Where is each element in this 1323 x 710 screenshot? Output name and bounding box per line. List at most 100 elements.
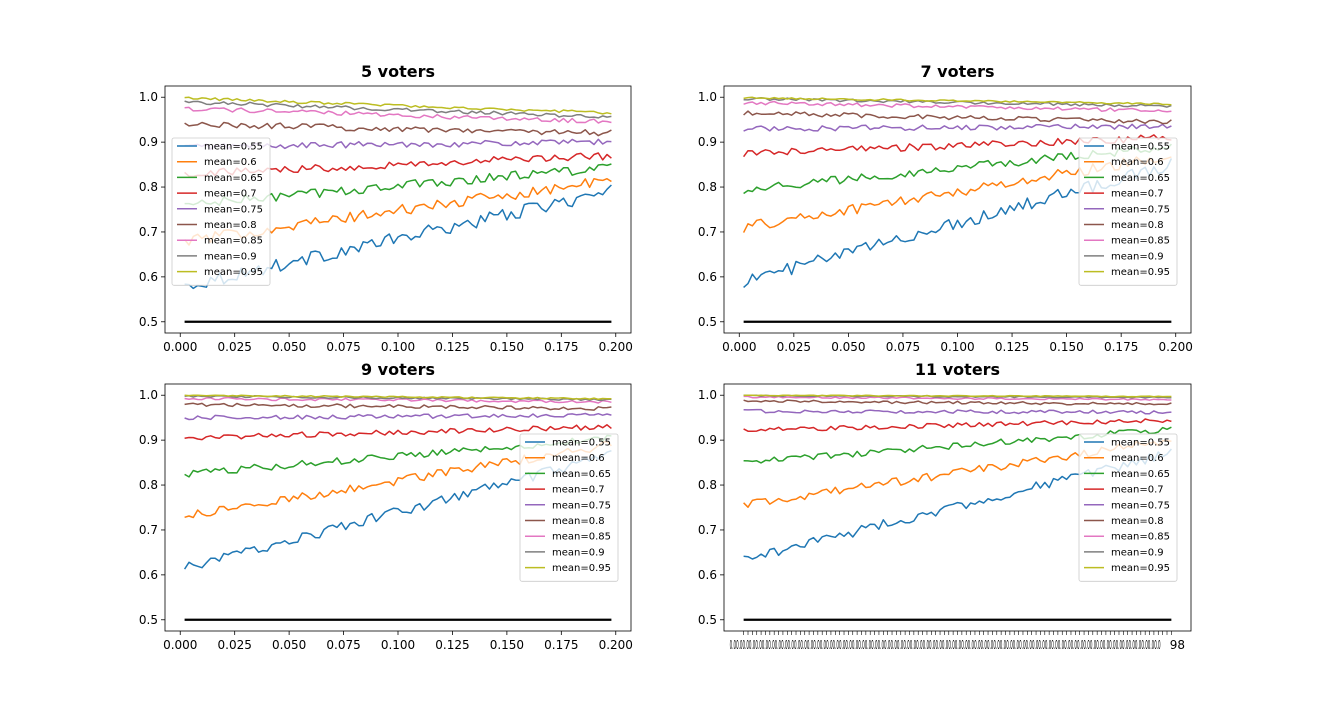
series-line-mean=0.75 xyxy=(184,412,612,421)
legend-label: mean=0.55 xyxy=(204,142,263,153)
y-tick-label: 0.6 xyxy=(139,568,158,582)
series-line-mean=0.8 xyxy=(743,110,1172,125)
series-line-mean=0.95 xyxy=(184,96,612,115)
x-tick-label: 0.000 xyxy=(163,638,197,652)
subplot-title: 11 voters xyxy=(915,360,1000,379)
series-line-mean=0.7 xyxy=(743,418,1172,433)
y-tick-label: 0.7 xyxy=(139,225,158,239)
x-tick-label: 0.200 xyxy=(599,638,633,652)
x-tick-label-end: 98 xyxy=(1170,638,1185,652)
y-tick-label: 0.6 xyxy=(698,568,717,582)
legend-label: mean=0.8 xyxy=(1111,220,1164,231)
legend-label: mean=0.75 xyxy=(1111,204,1170,215)
legend-label: mean=0.6 xyxy=(552,453,605,464)
x-tick-label: 0.125 xyxy=(435,340,469,354)
legend-box xyxy=(1078,137,1178,286)
x-tick-label: 0.100 xyxy=(940,340,974,354)
axes-frame xyxy=(723,85,1192,334)
legend-label: mean=0.8 xyxy=(1111,516,1164,527)
y-tick-label: 0.8 xyxy=(698,180,717,194)
y-tick-label: 1.0 xyxy=(698,90,717,104)
series-line-mean=0.95 xyxy=(743,394,1172,398)
y-tick-label: 0.9 xyxy=(698,135,717,149)
legend-label: mean=0.75 xyxy=(552,500,611,511)
series-line-mean=0.8 xyxy=(743,399,1172,406)
series-line-mean=0.8 xyxy=(184,121,612,137)
legend-label: mean=0.85 xyxy=(552,532,611,543)
y-tick-label: 0.8 xyxy=(139,180,158,194)
legend-box xyxy=(519,433,619,582)
legend-label: mean=0.7 xyxy=(1111,485,1164,496)
x-tick-label: 0.175 xyxy=(1104,340,1138,354)
y-tick-label: 1.0 xyxy=(698,388,717,402)
x-tick-label: 0.200 xyxy=(599,340,633,354)
y-tick-label: 0.5 xyxy=(698,613,717,627)
legend-label: mean=0.95 xyxy=(204,267,263,278)
subplot-title: 5 voters xyxy=(361,62,435,81)
y-tick-label: 0.9 xyxy=(139,433,158,447)
x-tick-label: 0.125 xyxy=(435,638,469,652)
subplot-2: 7 voters 0.5 0.6 0.7 0.8 0.9 1.0 0.000 0.025 0.05… xyxy=(698,62,1193,354)
x-tick-label: 0.075 xyxy=(326,638,360,652)
legend-label: mean=0.95 xyxy=(1111,563,1170,574)
y-tick-label: 0.5 xyxy=(139,613,158,627)
series-line-mean=0.9 xyxy=(184,100,612,119)
legend-label: mean=0.9 xyxy=(204,251,257,262)
x-tick-label: 0.100 xyxy=(381,340,415,354)
legend-label: mean=0.6 xyxy=(1111,157,1164,168)
y-tick-label: 0.7 xyxy=(698,523,717,537)
x-tick-label: 0.200 xyxy=(1159,340,1193,354)
x-tick-label: 0.025 xyxy=(218,340,252,354)
legend-label: mean=0.95 xyxy=(552,563,611,574)
y-tick-label: 0.8 xyxy=(139,478,158,492)
axes-frame xyxy=(164,85,632,334)
y-tick-label: 1.0 xyxy=(139,90,158,104)
x-tick-label: 0.150 xyxy=(490,638,524,652)
subplot-1: 5 voters 0.5 0.6 0.7 0.8 0.9 1.0 0.000 0.025 0.05… xyxy=(139,62,633,354)
y-tick-label: 0.5 xyxy=(698,315,717,329)
legend-label: mean=0.6 xyxy=(1111,453,1164,464)
legend-label: mean=0.65 xyxy=(1111,173,1170,184)
legend-label: mean=0.65 xyxy=(552,469,611,480)
subplot-4: 11 voters 0.5 0.6 0.7 0.8 0.9 1.0 0.00.00.00.00… xyxy=(698,360,1192,652)
legend-label: mean=0.85 xyxy=(1111,532,1170,543)
x-tick-label: 0.150 xyxy=(1049,340,1083,354)
axes-frame xyxy=(723,383,1192,632)
series-line-mean=0.8 xyxy=(184,402,612,411)
subplot-3: 9 voters 0.5 0.6 0.7 0.8 0.9 1.0 0.000 0.025 0.05… xyxy=(139,360,633,652)
x-tick-label: 0.175 xyxy=(544,340,578,354)
series-line-mean=0.95 xyxy=(184,394,612,401)
legend-label: mean=0.9 xyxy=(1111,547,1164,558)
x-tick-label: 0.000 xyxy=(163,340,197,354)
y-tick-label: 0.9 xyxy=(139,135,158,149)
series-line-mean=0.85 xyxy=(743,100,1172,113)
series-line-mean=0.95 xyxy=(743,96,1172,106)
legend-label: mean=0.9 xyxy=(552,547,605,558)
series-line-mean=0.85 xyxy=(184,106,612,124)
legend-label: mean=0.55 xyxy=(1111,142,1170,153)
y-tick-label: 0.6 xyxy=(139,270,158,284)
x-tick-label: 0.025 xyxy=(218,638,252,652)
y-tick-label: 0.8 xyxy=(698,478,717,492)
y-tick-label: 0.6 xyxy=(698,270,717,284)
x-tick-label: 0.150 xyxy=(490,340,524,354)
x-tick-label: 0.050 xyxy=(272,638,306,652)
legend-label: mean=0.7 xyxy=(552,485,605,496)
legend-label: mean=0.6 xyxy=(204,157,257,168)
series-line-mean=0.75 xyxy=(743,408,1172,415)
x-tick-label: 0.050 xyxy=(272,340,306,354)
series-line-mean=0.7 xyxy=(184,424,612,441)
x-tick-label: 0.175 xyxy=(544,638,578,652)
x-tick-label: 0.000 xyxy=(722,340,756,354)
y-tick-label: 0.7 xyxy=(698,225,717,239)
series-line-mean=0.75 xyxy=(743,123,1172,132)
y-tick-label: 0.7 xyxy=(139,523,158,537)
x-tick-label: 0.100 xyxy=(381,638,415,652)
series-line-mean=0.85 xyxy=(743,395,1172,401)
legend-label: mean=0.85 xyxy=(1111,236,1170,247)
subplot-title: 7 voters xyxy=(920,62,994,81)
x-tick-label-overlap: 0.00.00.00.00.00.00.00.00.00.00.00.00.00… xyxy=(730,638,1161,652)
legend-label: mean=0.9 xyxy=(1111,251,1164,262)
legend-box xyxy=(1078,433,1178,582)
